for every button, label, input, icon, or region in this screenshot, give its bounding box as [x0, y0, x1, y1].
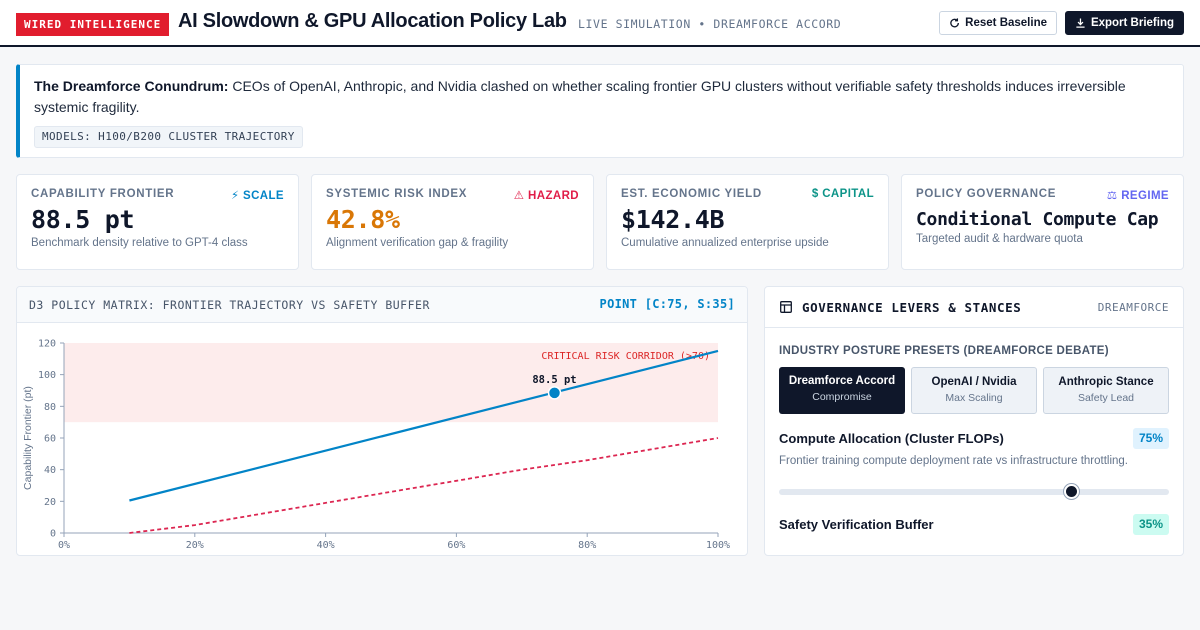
preset-name: Anthropic Stance	[1058, 376, 1154, 388]
x-tick-label: 100%	[706, 540, 730, 551]
kpi-desc: Cumulative annualized enterprise upside	[621, 237, 829, 249]
kpi-desc: Targeted audit & hardware quota	[916, 233, 1083, 245]
layout-icon	[780, 301, 792, 313]
preset-dreamforce-accord[interactable]: Dreamforce Accord Compromise	[779, 367, 905, 414]
frontier-trajectory-line	[129, 349, 719, 502]
y-tick-label: 120	[38, 339, 56, 350]
risk-corridor-label: CRITICAL RISK CORRIDOR (>70)	[541, 351, 710, 362]
chart-title: D3 POLICY MATRIX: FRONTIER TRAJECTORY VS…	[29, 298, 430, 312]
safety-buffer-label: Safety Verification Buffer	[779, 517, 934, 532]
models-tag: MODELS: H100/B200 CLUSTER TRAJECTORY	[34, 126, 303, 148]
compute-allocation-label: Compute Allocation (Cluster FLOPs)	[779, 431, 1004, 446]
safety-buffer-value: 35%	[1132, 514, 1169, 535]
kpi-systemic-risk: SYSTEMIC RISK INDEX ⚠ HAZARD 42.8% Align…	[311, 174, 594, 270]
kpi-value: 42.8%	[326, 205, 400, 234]
y-tick-label: 100	[38, 370, 56, 381]
governance-tag: DREAMFORCE	[1097, 301, 1169, 314]
y-tick-label: 20	[44, 497, 56, 508]
x-tick-label: 20%	[186, 540, 204, 551]
conundrum-lead: The Dreamforce Conundrum:	[34, 78, 229, 94]
page-subtitle: LIVE SIMULATION • DREAMFORCE ACCORD	[578, 17, 842, 31]
x-tick-label: 40%	[317, 540, 335, 551]
y-tick-label: 60	[44, 434, 56, 445]
x-tick-label: 60%	[447, 540, 465, 551]
conundrum-body: CEOs of OpenAI, Anthropic, and Nvidia cl…	[34, 78, 1126, 115]
brand-badge: WIRED INTELLIGENCE	[16, 13, 170, 36]
marker-label: 88.5 pt	[532, 374, 576, 386]
download-icon	[1076, 18, 1085, 28]
app-header: WIRED INTELLIGENCE AI Slowdown & GPU All…	[0, 0, 1200, 47]
point-readout: POINT [C:75, S:35]	[599, 297, 735, 311]
kpi-tag-regime: ⚖ REGIME	[1106, 190, 1169, 202]
y-axis-label: Capability Frontier (pt)	[22, 386, 34, 490]
preset-sub: Max Scaling	[945, 392, 1003, 404]
y-tick-label: 0	[50, 529, 56, 540]
kpi-tag-scale: ⚡ SCALE	[230, 190, 284, 202]
export-briefing-label: Export Briefing	[1090, 17, 1174, 29]
preset-openai-nvidia[interactable]: OpenAI / Nvidia Max Scaling	[911, 367, 1037, 414]
kpi-tag-capital: $ CAPITAL	[811, 188, 874, 200]
trajectory-point-marker	[547, 386, 562, 400]
preset-sub: Safety Lead	[1077, 392, 1135, 404]
kpi-policy-governance: POLICY GOVERNANCE ⚖ REGIME Conditional C…	[901, 174, 1184, 270]
kpi-desc: Benchmark density relative to GPT-4 clas…	[31, 237, 248, 249]
x-tick-label: 80%	[578, 540, 596, 551]
kpi-label: SYSTEMIC RISK INDEX	[326, 188, 468, 200]
x-tick-label: 0%	[58, 540, 70, 551]
preset-name: Dreamforce Accord	[788, 375, 896, 387]
kpi-desc: Alignment verification gap & fragility	[326, 237, 509, 249]
safety-buffer-line	[129, 437, 719, 534]
reset-icon	[950, 18, 959, 28]
kpi-economic-yield: EST. ECONOMIC YIELD $ CAPITAL $142.4B Cu…	[606, 174, 889, 270]
y-tick-label: 80	[44, 402, 56, 413]
kpi-value: 88.5 pt	[31, 205, 135, 234]
kpi-capability-frontier: CAPABILITY FRONTIER ⚡ SCALE 88.5 pt Benc…	[16, 174, 299, 270]
compute-allocation-value: 75%	[1132, 428, 1169, 449]
compute-allocation-slider[interactable]	[779, 484, 1169, 499]
kpi-value: $142.4B	[621, 205, 725, 234]
policy-matrix-chart[interactable]: CRITICAL RISK CORRIDOR (>70) 0 20 40 60 80 100…	[17, 323, 748, 556]
page-title: AI Slowdown & GPU Allocation Policy Lab	[178, 10, 567, 32]
kpi-value: Conditional Compute Cap	[916, 209, 1159, 230]
governance-panel: GOVERNANCE LEVERS & STANCES DREAMFORCE I…	[764, 286, 1184, 556]
kpi-tag-hazard: ⚠ HAZARD	[513, 190, 579, 202]
export-briefing-button[interactable]: Export Briefing	[1065, 11, 1184, 35]
compute-allocation-slider-thumb[interactable]	[1064, 484, 1079, 499]
presets-label: INDUSTRY POSTURE PRESETS (DREAMFORCE DEB…	[779, 345, 1109, 357]
kpi-label: EST. ECONOMIC YIELD	[621, 188, 762, 200]
y-tick-label: 40	[44, 465, 56, 476]
compute-allocation-desc: Frontier training compute deployment rat…	[779, 455, 1128, 467]
reset-baseline-button[interactable]: Reset Baseline	[939, 11, 1057, 35]
preset-name: OpenAI / Nvidia	[931, 376, 1017, 388]
governance-header: GOVERNANCE LEVERS & STANCES DREAMFORCE	[765, 287, 1183, 328]
risk-corridor-band	[64, 343, 718, 423]
governance-title: GOVERNANCE LEVERS & STANCES	[802, 300, 1022, 315]
preset-sub: Compromise	[812, 391, 872, 403]
chart-header: D3 POLICY MATRIX: FRONTIER TRAJECTORY VS…	[17, 287, 747, 323]
preset-anthropic-stance[interactable]: Anthropic Stance Safety Lead	[1043, 367, 1169, 414]
conundrum-card: The Dreamforce Conundrum: CEOs of OpenAI…	[16, 64, 1184, 158]
kpi-label: CAPABILITY FRONTIER	[31, 188, 175, 200]
policy-matrix-panel: D3 POLICY MATRIX: FRONTIER TRAJECTORY VS…	[16, 286, 748, 556]
reset-baseline-label: Reset Baseline	[965, 17, 1047, 29]
kpi-label: POLICY GOVERNANCE	[916, 188, 1057, 200]
conundrum-text: The Dreamforce Conundrum: CEOs of OpenAI…	[34, 76, 1169, 118]
